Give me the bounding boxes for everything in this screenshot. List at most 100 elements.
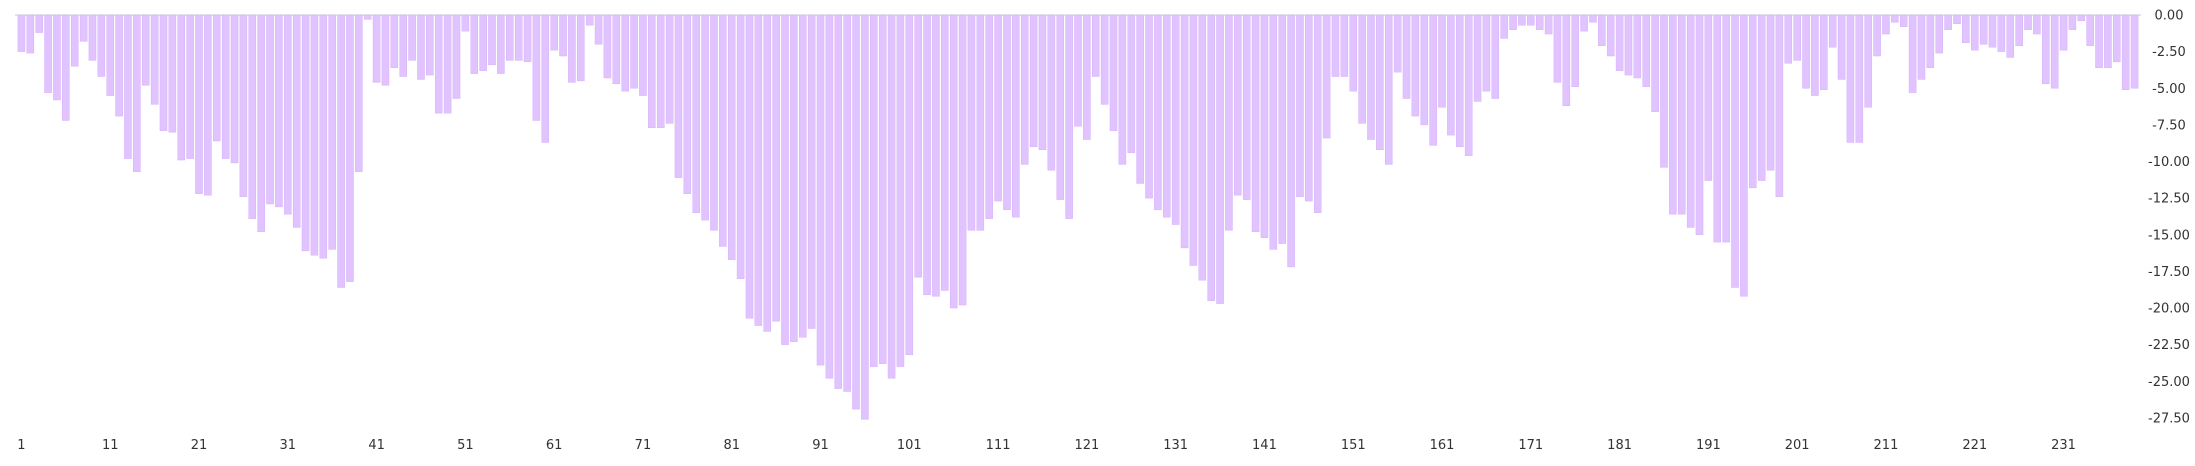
bar-34 <box>310 14 319 256</box>
bar-85 <box>763 14 772 332</box>
bar-55 <box>497 14 505 74</box>
bar-142 <box>1269 14 1278 250</box>
bar-59 <box>532 14 541 121</box>
x-tick-label: 41 <box>368 438 385 453</box>
bar-196 <box>1749 14 1757 189</box>
bar-36 <box>328 14 336 250</box>
bar-121 <box>1083 14 1091 140</box>
y-tick-label: -10.00 <box>2148 155 2190 170</box>
bar-169 <box>1509 14 1517 30</box>
bar-152 <box>1358 14 1366 124</box>
bar-87 <box>781 14 789 345</box>
bar-98 <box>878 14 887 364</box>
bar-213 <box>1899 14 1908 27</box>
bar-46 <box>417 14 425 80</box>
bar-171 <box>1527 14 1535 26</box>
x-tick-label: 1 <box>17 438 25 453</box>
bar-92 <box>825 14 834 379</box>
bar-25 <box>230 14 239 164</box>
bar-230 <box>2050 14 2059 89</box>
bar-38 <box>346 14 354 282</box>
bar-30 <box>275 14 283 208</box>
bar-153 <box>1367 14 1375 140</box>
bar-174 <box>1553 14 1562 83</box>
bar-207 <box>1846 14 1855 143</box>
bar-4 <box>44 14 52 93</box>
bar-159 <box>1420 14 1429 126</box>
bar-118 <box>1056 14 1064 200</box>
bar-185 <box>1651 14 1659 112</box>
bar-50 <box>452 14 461 99</box>
bar-200 <box>1784 14 1793 64</box>
bar-81 <box>727 14 736 260</box>
bar-63 <box>568 14 576 83</box>
bar-236 <box>2104 14 2112 68</box>
bar-89 <box>799 14 807 338</box>
bar-26 <box>239 14 248 197</box>
bar-237 <box>2113 14 2121 63</box>
x-tick-label: 231 <box>2051 438 2076 453</box>
bar-235 <box>2095 14 2103 68</box>
bar-232 <box>2068 14 2077 30</box>
bar-24 <box>221 14 230 159</box>
bar-173 <box>1544 14 1553 35</box>
bar-44 <box>399 14 407 77</box>
bar-130 <box>1163 14 1171 218</box>
bar-187 <box>1669 14 1677 215</box>
bar-160 <box>1429 14 1437 146</box>
bar-41 <box>372 14 381 83</box>
bar-217 <box>1935 14 1943 54</box>
x-tick-label: 111 <box>986 438 1011 453</box>
bar-45 <box>408 14 416 61</box>
bar-203 <box>1811 14 1819 96</box>
bar-83 <box>745 14 754 319</box>
bar-110 <box>985 14 993 219</box>
bar-11 <box>106 14 114 96</box>
y-tick-label: -7.50 <box>2152 118 2186 133</box>
bar-108 <box>967 14 976 231</box>
bar-7 <box>70 14 79 67</box>
bar-182 <box>1624 14 1633 76</box>
bar-90 <box>807 14 816 329</box>
bar-49 <box>443 14 452 114</box>
bar-14 <box>133 14 141 172</box>
bar-97 <box>870 14 878 367</box>
bar-227 <box>2024 14 2032 30</box>
bar-5 <box>53 14 61 101</box>
bar-155 <box>1384 14 1393 165</box>
bar-78 <box>701 14 709 221</box>
y-tick-label: 0.00 <box>2155 9 2184 24</box>
bar-229 <box>2042 14 2050 85</box>
bar-93 <box>834 14 843 389</box>
bar-172 <box>1535 14 1544 30</box>
x-tick-label: 11 <box>102 438 119 453</box>
bar-117 <box>1047 14 1056 171</box>
bar-8 <box>79 14 88 42</box>
bar-91 <box>816 14 825 366</box>
x-tick-label: 51 <box>457 438 474 453</box>
bar-168 <box>1500 14 1508 39</box>
bar-17 <box>159 14 168 131</box>
y-tick-label: -27.50 <box>2148 411 2190 426</box>
bar-51 <box>461 14 470 32</box>
bar-189 <box>1686 14 1695 228</box>
bar-19 <box>177 14 185 161</box>
bar-43 <box>390 14 399 68</box>
y-tick-label: -17.50 <box>2148 265 2190 280</box>
bar-123 <box>1100 14 1109 105</box>
bar-210 <box>1873 14 1881 57</box>
y-tick-label: -2.50 <box>2152 45 2186 60</box>
bar-145 <box>1296 14 1304 197</box>
y-tick-label: -12.50 <box>2148 192 2190 207</box>
x-tick-label: 121 <box>1074 438 1099 453</box>
y-tick-label: -20.00 <box>2148 302 2190 317</box>
bar-209 <box>1864 14 1872 108</box>
bar-224 <box>1997 14 2006 52</box>
bar-177 <box>1580 14 1588 32</box>
bar-40 <box>363 14 372 20</box>
bar-138 <box>1234 14 1242 196</box>
bar-57 <box>514 14 523 61</box>
bar-1 <box>17 14 26 52</box>
bar-77 <box>692 14 700 213</box>
bar-9 <box>88 14 97 61</box>
